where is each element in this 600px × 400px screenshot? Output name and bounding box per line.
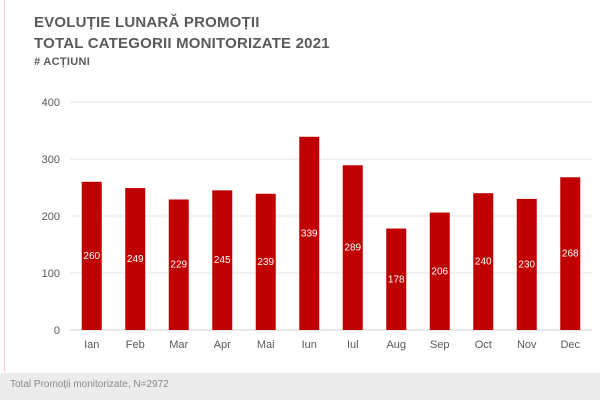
- bar: [168, 199, 189, 330]
- bar: [516, 198, 537, 330]
- bar-value-label: 339: [301, 228, 318, 239]
- bar: [386, 228, 407, 330]
- bar: [255, 193, 276, 330]
- x-tick-label: Sep: [430, 339, 450, 351]
- x-tick-label: Mar: [169, 339, 188, 351]
- chart-title: EVOLUȚIE LUNARĂ PROMOȚII: [34, 14, 260, 31]
- bar-value-label: 240: [475, 257, 492, 268]
- bar-value-label: 249: [127, 254, 144, 265]
- x-tick-label: Iul: [347, 339, 359, 351]
- y-tick-label: 0: [54, 325, 60, 337]
- bar-value-label: 245: [214, 255, 231, 266]
- footer-bar: Total Promoții monitorizate, N=2972: [0, 373, 600, 400]
- y-tick-label: 300: [42, 154, 60, 166]
- x-tick-label: Feb: [126, 339, 145, 351]
- x-tick-label: Nov: [517, 339, 537, 351]
- x-tick-label: Ian: [84, 339, 99, 351]
- y-tick-label: 400: [42, 97, 60, 109]
- bar-value-label: 268: [562, 249, 579, 260]
- bar-value-label: 230: [518, 259, 535, 270]
- x-tick-label: Aug: [386, 339, 406, 351]
- bar-chart: 0 100 200 300 400 260 Ian 249 Feb 229 Mar 245 Apr 239…: [42, 97, 592, 351]
- x-tick-label: Dec: [560, 339, 580, 351]
- x-tick-label: Apr: [214, 339, 231, 351]
- bar: [125, 188, 146, 330]
- footer-note: Total Promoții monitorizate, N=2972: [10, 379, 169, 390]
- chart-subtitle: TOTAL CATEGORII MONITORIZATE 2021: [34, 35, 330, 52]
- left-accent-rule: [4, 0, 5, 372]
- y-tick-label: 100: [42, 268, 60, 280]
- bar: [473, 193, 494, 330]
- bar-value-label: 178: [388, 274, 405, 285]
- bar: [560, 177, 581, 330]
- bar: [342, 165, 363, 330]
- y-tick-label: 200: [42, 211, 60, 223]
- chart-unit-label: # ACȚIUNI: [34, 56, 91, 68]
- x-tick-label: Iun: [302, 339, 317, 351]
- bar: [212, 190, 233, 330]
- bar-value-label: 260: [83, 251, 100, 262]
- bar: [429, 212, 450, 330]
- x-tick-label: Mai: [257, 339, 275, 351]
- bar-value-label: 206: [431, 266, 448, 277]
- x-tick-label: Oct: [475, 339, 492, 351]
- chart-header: EVOLUȚIE LUNARĂ PROMOȚII TOTAL CATEGORII…: [34, 12, 330, 68]
- bar: [299, 136, 320, 330]
- bar-value-label: 239: [257, 257, 274, 268]
- bar: [81, 181, 102, 330]
- bar-value-label: 229: [170, 260, 187, 271]
- bar-value-label: 289: [344, 243, 361, 254]
